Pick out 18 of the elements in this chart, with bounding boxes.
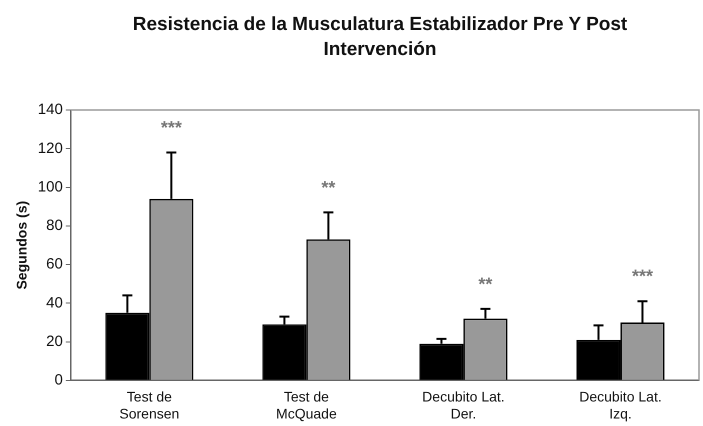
y-axis-title: Segundos (s) [13,200,30,290]
annotation: ** [478,274,492,294]
annotation: *** [632,266,653,286]
x-tick-label: Decubito Lat. Der. [422,388,505,422]
y-tick-label: 80 [46,217,63,234]
x-tick-label: Test de McQuade [276,388,337,422]
chart-title: Resistencia de la Musculatura Estabilizador Pre Y Post Intervención [132,13,628,62]
y-tick-label: 0 [54,372,63,389]
y-tick-label: 20 [46,332,63,350]
annotation: ** [321,177,336,198]
y-tick-label: 60 [46,256,63,273]
x-tick-label: Decubito Lat. Izq. [579,388,662,422]
annotation: *** [160,117,182,138]
y-tick-label: 100 [38,178,63,196]
y-tick-label: 120 [38,140,63,157]
y-tick-label: 40 [46,294,63,312]
x-tick-label: Test de Sorensen [119,388,180,422]
y-tick-label: 140 [38,101,63,118]
